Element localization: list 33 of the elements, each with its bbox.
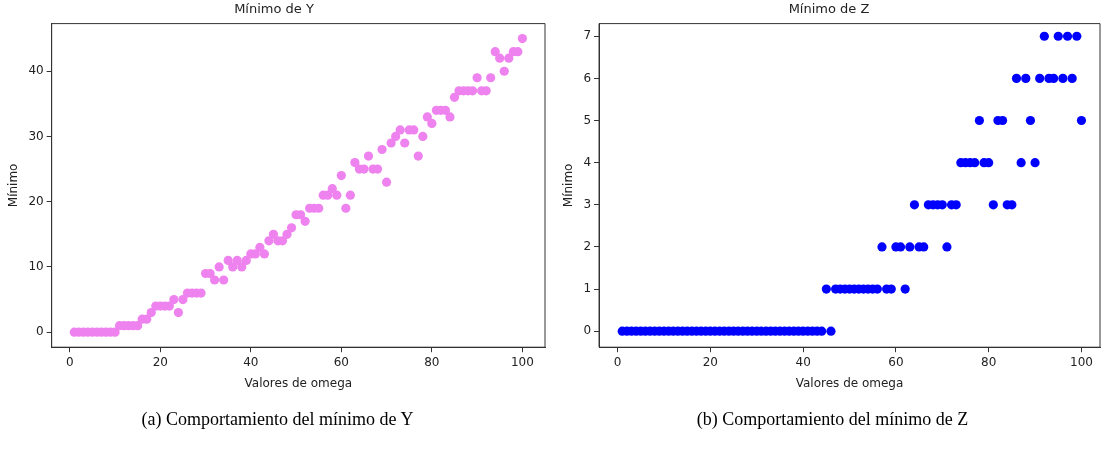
y-tick-label: 20	[27, 193, 44, 208]
text: (a) Comportamiento del mínimo de Y	[141, 409, 414, 430]
chart-title: Mínimo de Y	[233, 1, 314, 17]
x-tick-label: 0	[613, 354, 621, 369]
x-tick-label: 60	[887, 354, 904, 369]
y-tick-label: 7	[582, 28, 591, 43]
y-tick-label: 0	[582, 323, 591, 338]
y-tick-label: 4	[582, 154, 591, 169]
y-axis-title: Mínimo	[560, 163, 575, 208]
x-axis-title: Valores de omega	[795, 375, 903, 390]
x-tick-label: 0	[65, 354, 74, 369]
x-tick-label: 40	[794, 354, 811, 369]
y-tick-label: 0	[35, 324, 44, 339]
x-tick-label: 80	[423, 354, 439, 369]
y-tick-label: 1	[582, 281, 591, 296]
x-tick-label: 80	[980, 354, 996, 369]
x-tick-label: 20	[152, 354, 168, 369]
y-axis-title: Mínimo	[5, 163, 20, 208]
y-tick-label: 2	[582, 239, 591, 254]
y-tick-label: 10	[27, 259, 44, 274]
y-tick-label: 3	[582, 196, 591, 211]
x-tick-label: 60	[333, 354, 349, 369]
chart-title: Mínimo de Z	[788, 1, 869, 17]
x-tick-label: 100	[510, 354, 534, 369]
x-axis-title: Valores de omega	[244, 375, 352, 390]
x-tick-label: 40	[242, 354, 258, 369]
text: (b) Comportamiento del mínimo de Z	[696, 409, 969, 430]
x-tick-label: 20	[702, 354, 718, 369]
y-tick-label: 40	[27, 63, 44, 78]
y-tick-label: 5	[582, 112, 591, 127]
x-tick-label: 100	[1069, 354, 1093, 369]
y-tick-label: 30	[27, 128, 44, 143]
y-tick-label: 6	[582, 70, 591, 85]
